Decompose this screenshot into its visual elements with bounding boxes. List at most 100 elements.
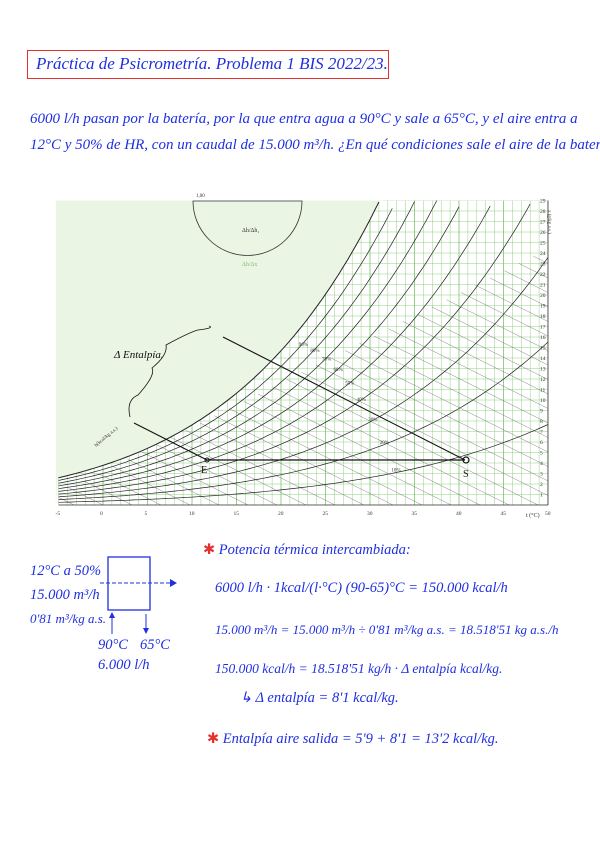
enthalpy-line xyxy=(272,386,548,505)
enthalpy-line xyxy=(50,525,560,526)
x-tick-label: 0 xyxy=(100,511,103,517)
enthalpy-lines xyxy=(50,248,560,526)
problem-line-2: 12°C y 50% de HR, con un caudal de 15.00… xyxy=(30,137,600,153)
enthalpy-line xyxy=(359,343,548,505)
rh-label: 60% xyxy=(334,368,343,373)
calc-line-1: 6000 l/h · 1kcal/(l·°C) (90-65)°C = 150.… xyxy=(215,580,508,596)
calc-line-2: 15.000 m³/h = 15.000 m³/h ÷ 0'81 m³/kg a… xyxy=(215,622,559,637)
y-tick-label: 2 xyxy=(540,482,543,488)
calc-heading-text: Potencia térmica intercambiada: xyxy=(218,542,411,558)
enthalpy-line xyxy=(301,372,548,505)
y-tick-label: 21 xyxy=(540,283,546,289)
protractor-label-1: Δh/Δh₁ xyxy=(242,228,259,234)
rh-label: 90% xyxy=(299,343,308,348)
y-tick-label: 13 xyxy=(540,367,546,373)
rh-curve-80 xyxy=(58,201,415,484)
x-tick-label: 45 xyxy=(501,511,507,517)
enthalpy-line xyxy=(257,393,548,505)
axis-ticks: -5 0 5 10 15 20 25 30 35 40 45 50123456789101112131… xyxy=(56,199,551,518)
calc-line-3: 150.000 kcal/h = 18.518'51 kg/h · Δ enta… xyxy=(215,661,503,676)
y-tick-label: 1 xyxy=(540,493,543,499)
protractor-label-2: Δh/Δx xyxy=(242,262,257,268)
y-tick-label: 28 xyxy=(540,209,546,215)
x-tick-label: 40 xyxy=(456,511,462,517)
enthalpy-line xyxy=(170,437,548,505)
delta-brace xyxy=(128,325,211,418)
y-tick-label: 29 xyxy=(540,199,546,205)
y-tick-label: 7 xyxy=(540,430,543,436)
point-s-label: S xyxy=(463,469,469,480)
x-axis-label: t (°C) xyxy=(526,512,540,519)
rh-curve-10 xyxy=(58,424,549,503)
y-tick-label: 17 xyxy=(540,325,546,331)
y-tick-label: 22 xyxy=(540,272,546,278)
protractor-top-label: 1,00 xyxy=(196,194,205,199)
enthalpy-line xyxy=(315,364,548,505)
water-flow: 6.000 l/h xyxy=(98,657,150,673)
y-tick-label: 18 xyxy=(540,314,546,320)
enthalpy-line xyxy=(417,314,548,505)
y-tick-label: 14 xyxy=(540,356,546,362)
point-s-marker xyxy=(462,456,470,464)
x-tick-label: 10 xyxy=(189,511,195,517)
y-tick-label: 15 xyxy=(540,346,546,352)
enthalpy-line xyxy=(388,328,548,505)
rh-curve-60 xyxy=(58,206,460,490)
enthalpy-line xyxy=(402,321,548,505)
x-tick-label: 25 xyxy=(323,511,329,517)
y-tick-label: 23 xyxy=(540,262,546,268)
rh-label: 80% xyxy=(310,349,319,354)
enthalpy-line xyxy=(199,422,548,505)
y-tick-label: 19 xyxy=(540,304,546,310)
rh-label: 40% xyxy=(357,398,366,403)
enthalpy-line-in xyxy=(133,422,208,461)
saturated-area xyxy=(55,200,384,505)
y-tick-label: 25 xyxy=(540,241,546,247)
y-tick-label: 12 xyxy=(540,377,546,383)
process-lines: E S Δ Entalpía. xyxy=(113,325,470,480)
x-tick-label: -5 xyxy=(56,511,61,517)
y-tick-label: 8 xyxy=(540,419,543,425)
y-tick-label: 3 xyxy=(540,472,543,478)
coil-diagram xyxy=(100,556,177,634)
water-out-temp: 65°C xyxy=(140,637,170,653)
delta-enthalpy-label: Δ Entalpía. xyxy=(113,349,164,361)
arrow-up-icon xyxy=(109,612,115,618)
enthalpy-line-out xyxy=(222,336,466,461)
rh-curve-50 xyxy=(58,205,491,492)
rh-curve-100 xyxy=(58,201,380,479)
rh-curve-90 xyxy=(58,208,393,481)
y-tick-label: 16 xyxy=(540,335,546,341)
x-tick-label: 15 xyxy=(234,511,240,517)
protractor: 1,00 Δh/Δh₁ Δh/Δx xyxy=(192,194,303,268)
star-icon: ✱ xyxy=(207,731,220,747)
x-tick-label: 20 xyxy=(278,511,284,517)
calc-line-4: ↳ Δ entalpía = 8'1 kcal/kg. xyxy=(240,690,399,706)
water-in-temp: 90°C xyxy=(98,637,128,653)
page-title: Práctica de Psicrometría. Problema 1 BIS… xyxy=(36,54,388,73)
x-tick-label: 5 xyxy=(145,511,148,517)
arrow-down-icon xyxy=(143,628,149,634)
enthalpy-line xyxy=(446,299,548,505)
enthalpy-line xyxy=(228,408,548,505)
title-box: Práctica de Psicrometría. Problema 1 BIS… xyxy=(27,50,389,79)
rh-label: 50% xyxy=(345,382,354,387)
x-tick-label: 50 xyxy=(545,511,551,517)
calc-line-5-text: Entalpía aire salida = 5'9 + 8'1 = 13'2 … xyxy=(222,731,499,747)
problem-line-1: 6000 l/h pasan por la batería, por la qu… xyxy=(30,111,578,127)
enthalpy-line xyxy=(214,415,548,505)
rh-curves xyxy=(58,200,549,503)
enthalpy-line xyxy=(373,335,548,505)
enthalpy-line xyxy=(141,451,548,505)
rh-label: 30% xyxy=(368,418,377,423)
rh-curve-70 xyxy=(58,200,438,487)
x-tick-label: 35 xyxy=(412,511,418,517)
enthalpy-line xyxy=(156,444,548,505)
y-tick-label: 11 xyxy=(540,388,546,394)
y-tick-label: 27 xyxy=(540,220,546,226)
enthalpy-line xyxy=(243,401,548,505)
y-tick-label: 26 xyxy=(540,230,546,236)
rh-curve-40 xyxy=(58,203,531,495)
enthalpy-line xyxy=(286,379,548,505)
